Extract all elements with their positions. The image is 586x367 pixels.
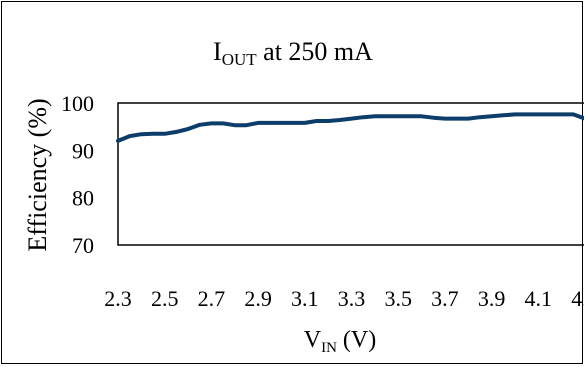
series-lines [116,112,584,143]
x-tick-label: 3.9 [478,286,506,311]
x-tick-label: 2.5 [151,286,179,311]
x-tick-label: 2.7 [198,286,226,311]
y-tick-label: 70 [72,233,94,258]
x-tick-label: 3.3 [338,286,366,311]
x-tick-label: 3.5 [384,286,412,311]
x-tick-label: 3.7 [431,286,459,311]
chart-title: IOUT at 250 mA [213,37,373,69]
plot-area [117,102,584,246]
x-tick-label: 3.1 [291,286,319,311]
y-tick-label: 80 [72,186,94,211]
x-tick-label: 2.3 [104,286,132,311]
x-axis-label: VIN (V) [304,327,377,356]
x-tick-label: 2.9 [244,286,272,311]
y-tick-labels: 100 90 80 70 [61,91,94,258]
y-axis-label: Efficiency (%) [23,98,52,251]
x-tick-label: 4.3 [571,286,584,311]
x-tick-label: 4.1 [525,286,553,311]
y-tick-label: 100 [61,91,94,116]
y-tick-label: 90 [72,138,94,163]
efficiency-series-line [116,112,584,143]
x-tick-labels: 2.3 2.5 2.7 2.9 3.1 3.3 3.5 3.7 3.9 4.1 4.3 [104,286,584,311]
